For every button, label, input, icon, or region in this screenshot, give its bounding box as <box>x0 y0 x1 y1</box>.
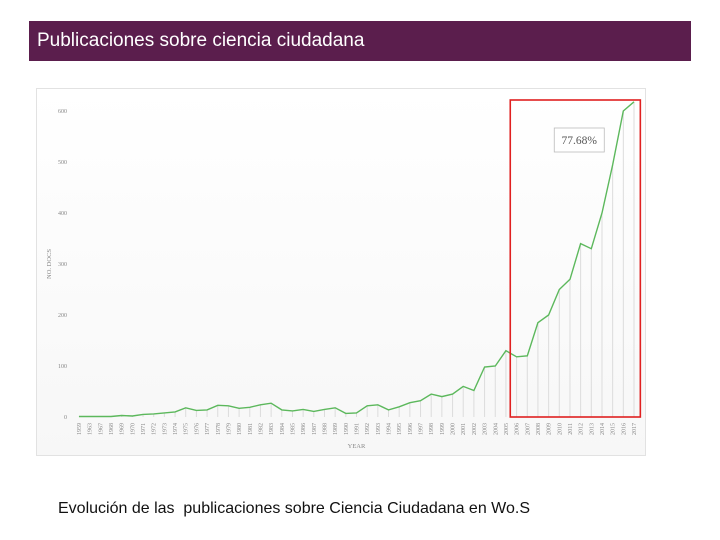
x-tick-label: 1978 <box>216 423 222 435</box>
x-tick-label: 1984 <box>280 423 286 435</box>
page-title: Publicaciones sobre ciencia ciudadana <box>37 30 365 51</box>
x-tick-label: 1982 <box>258 423 264 435</box>
x-tick-label: 1987 <box>312 423 318 435</box>
x-tick-label: 1972 <box>152 423 158 435</box>
y-tick-label: 200 <box>58 313 67 319</box>
x-tick-label: 1970 <box>130 423 136 435</box>
y-tick-label: 500 <box>58 160 67 166</box>
x-tick-label: 1997 <box>419 423 425 435</box>
x-tick-label: 2001 <box>461 423 467 435</box>
x-tick-label: 2007 <box>525 423 531 435</box>
x-tick-label: 1976 <box>194 423 200 435</box>
x-tick-label: 2014 <box>600 423 606 435</box>
x-tick-label: 1959 <box>77 423 83 435</box>
x-tick-label: 1968 <box>109 423 115 435</box>
x-tick-label: 1973 <box>162 423 168 435</box>
y-tick-label: 300 <box>58 262 67 268</box>
y-tick-label: 400 <box>58 211 67 217</box>
x-tick-label: 1989 <box>333 423 339 435</box>
x-tick-label: 2013 <box>589 423 595 435</box>
chart-panel: 0 100 200 300 400 500 600 1959 1963 1967 1968 1969… <box>36 88 646 456</box>
x-tick-label: 1999 <box>440 423 446 435</box>
x-tick-label: 1993 <box>376 423 382 435</box>
x-tick-label: 2011 <box>568 423 574 435</box>
x-tick-label: 2000 <box>451 423 457 435</box>
x-tick-label: 1969 <box>120 423 126 435</box>
y-tick-label: 0 <box>64 415 67 421</box>
x-tick-label: 2008 <box>536 423 542 435</box>
x-tick-label: 1977 <box>205 423 211 435</box>
x-tick-label: 2012 <box>579 423 585 435</box>
x-tick-label: 2003 <box>483 423 489 435</box>
x-tick-label: 2009 <box>547 423 553 435</box>
x-tick-label: 1979 <box>226 423 232 435</box>
x-tick-label: 2005 <box>504 423 510 435</box>
figure-caption: Evolución de las publicaciones sobre Cie… <box>58 500 530 517</box>
x-tick-label: 1996 <box>408 423 414 435</box>
x-tick-label: 1990 <box>344 423 350 435</box>
x-tick-label: 1992 <box>365 423 371 435</box>
x-tick-label: 2016 <box>621 423 627 435</box>
x-tick-label: 1974 <box>173 423 179 435</box>
year-drop-lines <box>78 101 635 417</box>
series-line <box>79 101 635 418</box>
x-tick-label: 2017 <box>632 423 638 435</box>
publications-line-chart: 0 100 200 300 400 500 600 1959 1963 1967 1968 1969… <box>46 99 642 450</box>
x-tick-label: 1988 <box>322 423 328 435</box>
x-tick-label: 1981 <box>248 423 254 435</box>
y-axis-title: NO. DOCS <box>46 249 53 279</box>
y-tick-label: 600 <box>58 109 67 115</box>
x-tick-label: 1985 <box>290 423 296 435</box>
x-tick-label: 1980 <box>237 423 243 435</box>
x-tick-label: 1991 <box>355 423 361 435</box>
x-tick-label: 1963 <box>88 423 94 435</box>
y-tick-label: 100 <box>58 364 67 370</box>
x-tick-label: 2010 <box>557 423 563 435</box>
x-axis-title: YEAR <box>348 443 366 450</box>
x-tick-label: 1971 <box>141 423 147 435</box>
x-axis-ticks: 1959 1963 1967 1968 1969 1970 1971 1972 1973 1974… <box>77 423 638 435</box>
x-tick-label: 2004 <box>493 423 499 435</box>
x-tick-label: 1986 <box>301 423 307 435</box>
x-tick-label: 1983 <box>269 423 275 435</box>
x-tick-label: 2015 <box>611 423 617 435</box>
y-axis-ticks: 0 100 200 300 400 500 600 <box>58 109 67 421</box>
x-tick-label: 1995 <box>397 423 403 435</box>
x-tick-label: 1967 <box>98 423 104 435</box>
callout-label: 77.68% <box>562 135 598 147</box>
x-tick-label: 1975 <box>184 423 190 435</box>
x-tick-label: 1994 <box>387 423 393 435</box>
callout-box <box>553 127 605 153</box>
x-tick-label: 2002 <box>472 423 478 435</box>
x-tick-label: 1998 <box>429 423 435 435</box>
x-tick-label: 2006 <box>515 423 521 435</box>
header-bar: Publicaciones sobre ciencia ciudadana <box>29 21 691 61</box>
highlight-box <box>509 99 642 418</box>
